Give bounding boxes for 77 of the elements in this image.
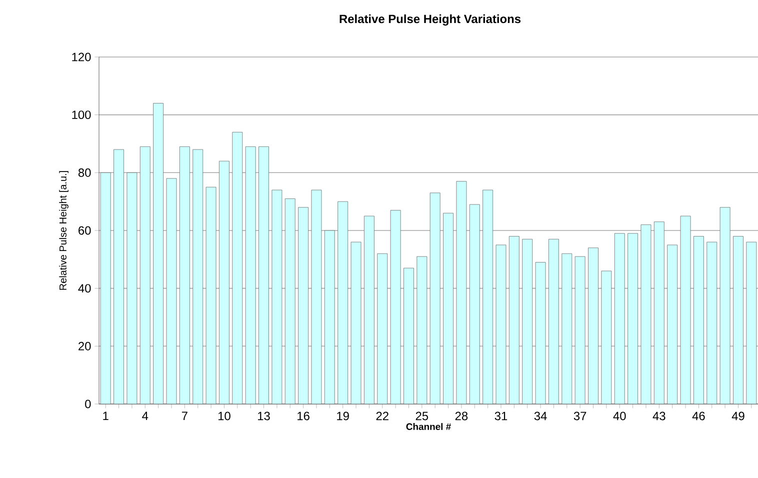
bar [153, 103, 164, 404]
bar [562, 253, 572, 404]
bar [350, 242, 362, 404]
bar [496, 244, 506, 404]
x-tick-label: 49 [732, 412, 744, 420]
x-tick-label: 22 [376, 412, 388, 420]
bar [114, 149, 124, 404]
bar [654, 222, 664, 404]
y-tick-label: 40 [78, 284, 91, 293]
y-tick-label: 80 [78, 168, 91, 177]
y-tick-label: 20 [78, 342, 91, 350]
x-tick-label: 43 [652, 412, 666, 420]
bar [522, 238, 533, 404]
x-tick-label: 31 [494, 412, 508, 420]
bar [680, 216, 691, 404]
y-tick-label: 120 [72, 52, 91, 62]
x-tick-label: 25 [416, 412, 428, 420]
bar [706, 242, 718, 404]
x-tick-label: 1 [103, 412, 108, 420]
x-tick-label: 40 [613, 412, 626, 420]
bar [338, 201, 348, 404]
bar [482, 190, 494, 404]
bar [574, 256, 586, 404]
bar [272, 190, 282, 404]
bar [219, 160, 230, 404]
x-tick-label: 34 [534, 412, 547, 420]
x-tick-label: 13 [258, 412, 270, 420]
bar [258, 146, 269, 404]
bar [140, 146, 150, 404]
bar [720, 207, 730, 404]
bar [232, 132, 243, 404]
bar [404, 268, 414, 404]
x-tick-label: 37 [574, 412, 586, 420]
x-tick-label: 4 [142, 412, 148, 420]
bar [456, 181, 467, 404]
bar [535, 262, 546, 404]
bar [390, 210, 401, 404]
bar [430, 192, 440, 404]
bar [377, 253, 388, 404]
bar [324, 230, 335, 404]
y-tick-label: 60 [78, 226, 91, 235]
bar [192, 149, 204, 404]
bar [693, 236, 704, 404]
bar [416, 256, 428, 404]
bar [126, 172, 138, 404]
bar [588, 248, 598, 404]
y-tick-label: 0 [85, 400, 91, 408]
x-tick-label: 7 [182, 412, 188, 420]
x-tick-label: 10 [218, 412, 230, 420]
bar [166, 178, 177, 404]
y-axis-title: Relative Pulse Height [a.u.] [59, 171, 68, 290]
bar [311, 190, 322, 404]
bar [548, 238, 559, 404]
x-tick-label: 28 [455, 412, 468, 420]
bar [298, 207, 308, 404]
bar [614, 233, 625, 404]
x-tick-label: 19 [337, 412, 349, 420]
y-tick-label: 100 [72, 110, 91, 120]
bar [206, 186, 216, 404]
chart-title: Relative Pulse Height Variations [340, 14, 521, 26]
bar [746, 242, 757, 404]
bar [364, 216, 374, 404]
bar [100, 172, 111, 404]
bar [733, 236, 744, 404]
bar [628, 233, 638, 404]
bar [601, 270, 612, 404]
x-axis-title: Channel # [406, 423, 451, 430]
bar [179, 146, 190, 404]
x-tick-label: 46 [692, 412, 705, 420]
bar [667, 244, 678, 404]
bar [469, 204, 480, 404]
bar [508, 236, 520, 404]
bar [640, 224, 652, 404]
bar [284, 198, 296, 404]
bar [245, 146, 256, 404]
x-tick-label: 16 [298, 412, 310, 420]
bar [443, 212, 454, 404]
